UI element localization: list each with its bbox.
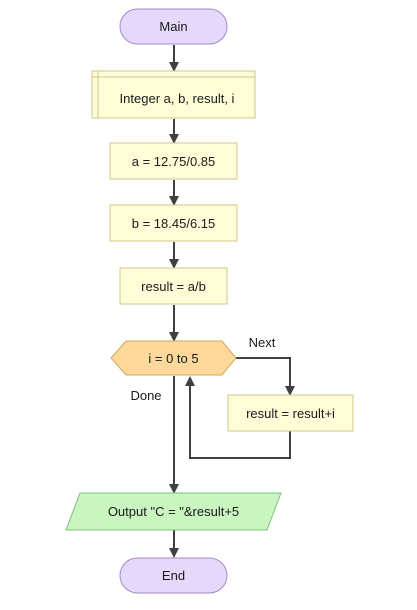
assign-a-block[interactable]: a = 12.75/0.85 [109,142,238,180]
end-terminal[interactable]: End [119,557,228,594]
assign-a-label: a = 12.75/0.85 [132,154,216,169]
declare-block[interactable]: Integer a, b, result, i [91,70,256,119]
output-label: Output "C = "&result+5 [108,504,239,519]
assign-result-block[interactable]: result = a/b [119,267,228,305]
declare-label: Integer a, b, result, i [120,91,235,106]
loop-body-block[interactable]: result = result+i [227,394,354,432]
connector-loop-next [236,357,295,396]
loop-label: i = 0 to 5 [148,351,198,366]
loop-body-label: result = result+i [246,406,335,421]
connector-loop-back [185,376,291,459]
assign-b-label: b = 18.45/6.15 [132,216,216,231]
loop-next-label: Next [249,335,276,350]
loop-hexagon[interactable]: i = 0 to 5 [110,340,237,376]
assign-result-label: result = a/b [141,279,206,294]
start-terminal[interactable]: Main [119,8,228,45]
end-label: End [162,568,185,583]
loop-done-label: Done [130,388,161,403]
assign-b-block[interactable]: b = 18.45/6.15 [109,204,238,242]
output-parallelogram[interactable]: Output "C = "&result+5 [65,492,282,531]
start-label: Main [159,19,187,34]
